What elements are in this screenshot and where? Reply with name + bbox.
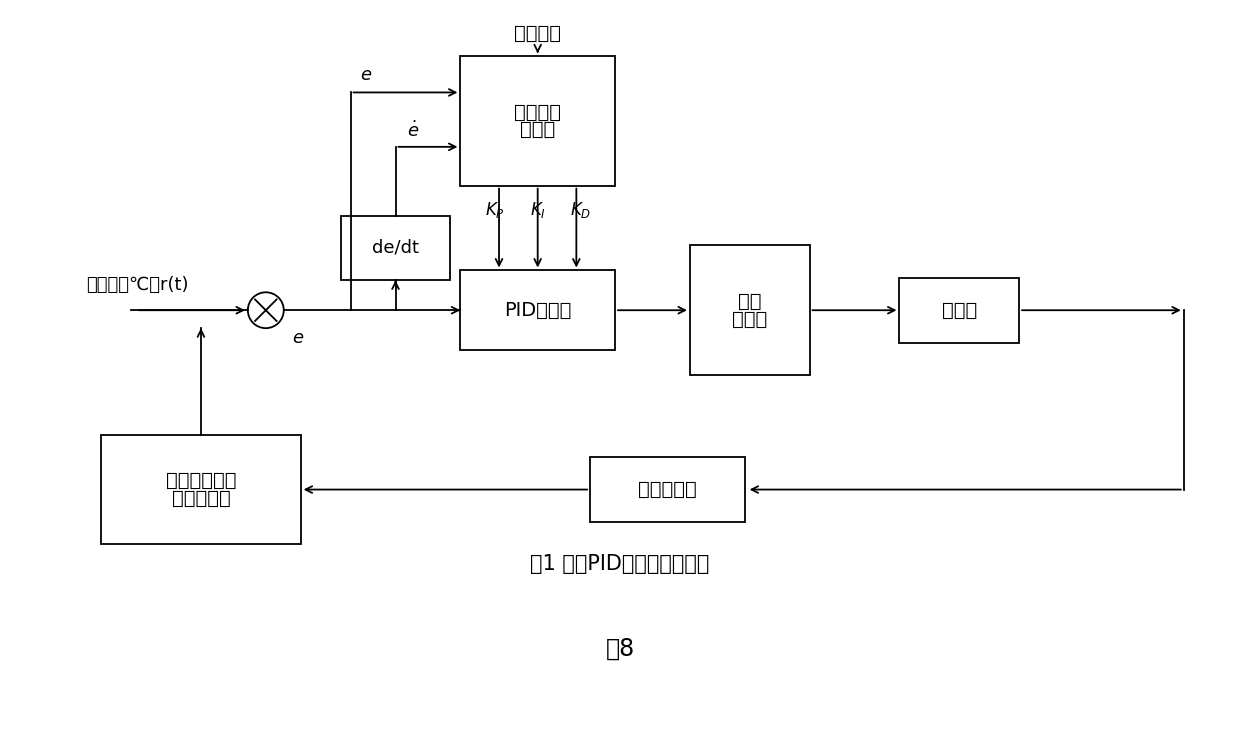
Bar	[689, 246, 810, 375]
Text: 图8: 图8	[605, 637, 635, 661]
Text: 加热圈: 加热圈	[941, 301, 977, 320]
Text: 固态: 固态	[738, 292, 761, 311]
Text: 继电器: 继电器	[732, 309, 768, 329]
Text: $K_P$: $K_P$	[485, 200, 505, 220]
Text: PID控制器: PID控制器	[503, 301, 572, 320]
Bar	[460, 56, 615, 186]
Text: 图1 模糊PID控制器原理框图: 图1 模糊PID控制器原理框图	[531, 554, 709, 574]
Bar	[899, 278, 1019, 343]
Text: 调节器: 调节器	[520, 120, 556, 139]
Text: 温度传感器信: 温度传感器信	[166, 471, 236, 490]
Text: 工艺过程: 工艺过程	[515, 24, 562, 43]
Bar	[460, 270, 615, 350]
Text: 模糊参数: 模糊参数	[515, 102, 562, 122]
Text: $K_D$: $K_D$	[569, 200, 591, 220]
Bar	[590, 457, 745, 522]
Text: $\dot{e}$: $\dot{e}$	[408, 121, 420, 141]
Text: e: e	[361, 65, 372, 84]
Text: e: e	[291, 329, 303, 347]
Bar	[102, 435, 301, 545]
Text: 温度传感器: 温度传感器	[639, 480, 697, 499]
Text: $K_I$: $K_I$	[529, 200, 546, 220]
Text: de/dt: de/dt	[372, 239, 419, 257]
Text: 号放大电路: 号放大电路	[171, 489, 231, 508]
Circle shape	[248, 292, 284, 328]
Bar	[341, 216, 450, 280]
Text: 给定温度℃：r(t): 给定温度℃：r(t)	[87, 276, 188, 295]
